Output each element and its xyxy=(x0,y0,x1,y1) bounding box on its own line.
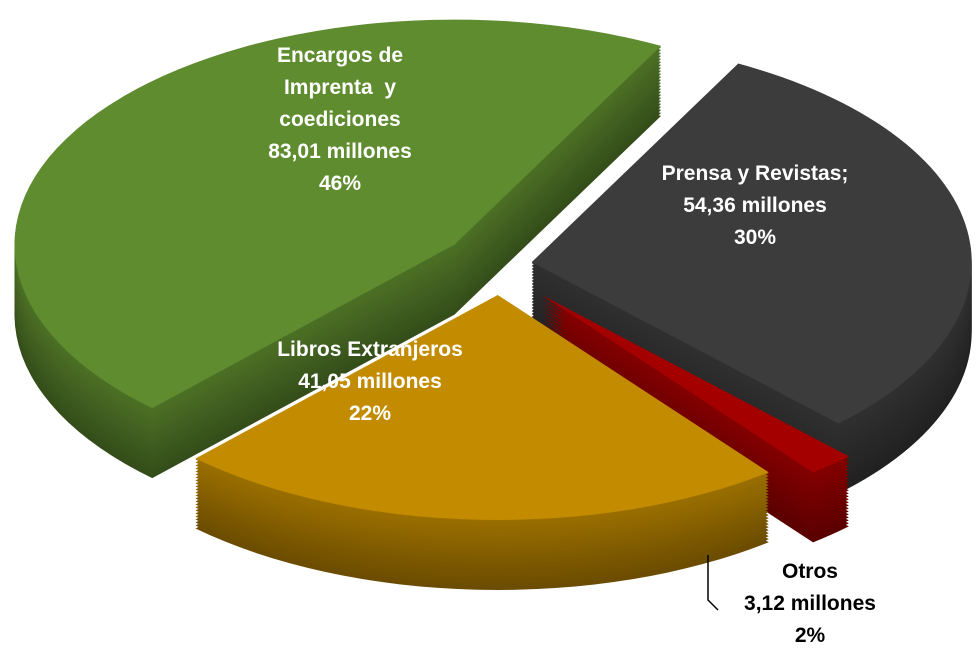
value-label: 41,05 millones xyxy=(298,370,442,393)
category-label: Otros xyxy=(781,560,838,583)
value-label: 46% xyxy=(318,172,362,195)
value-label: 83,01 millones xyxy=(268,140,412,163)
leader-line xyxy=(707,555,719,611)
data-label: Otros 3,12 millones 2% xyxy=(700,556,920,652)
value-label: 30% xyxy=(733,226,777,249)
category-label: Prensa y Revistas; xyxy=(661,162,849,185)
slice-tops xyxy=(14,19,972,520)
data-label: Prensa y Revistas; 54,36 millones 30% xyxy=(640,158,870,254)
pie-slice xyxy=(195,294,769,520)
pie-slice xyxy=(542,295,849,473)
value-label: 22% xyxy=(348,402,392,425)
pie-slice xyxy=(531,63,972,424)
value-label: 54,36 millones xyxy=(683,194,827,217)
data-label: Libros Extranjeros 41,05 millones 22% xyxy=(230,334,510,430)
value-label: 2% xyxy=(794,624,826,647)
category-label: Libros Extranjeros xyxy=(277,338,463,361)
pie-slice xyxy=(14,19,662,409)
value-label: 3,12 millones xyxy=(744,592,876,615)
category-label: Encargos de Imprenta y coediciones xyxy=(276,44,409,131)
data-label: Encargos de Imprenta y coediciones 83,01 … xyxy=(255,40,425,200)
